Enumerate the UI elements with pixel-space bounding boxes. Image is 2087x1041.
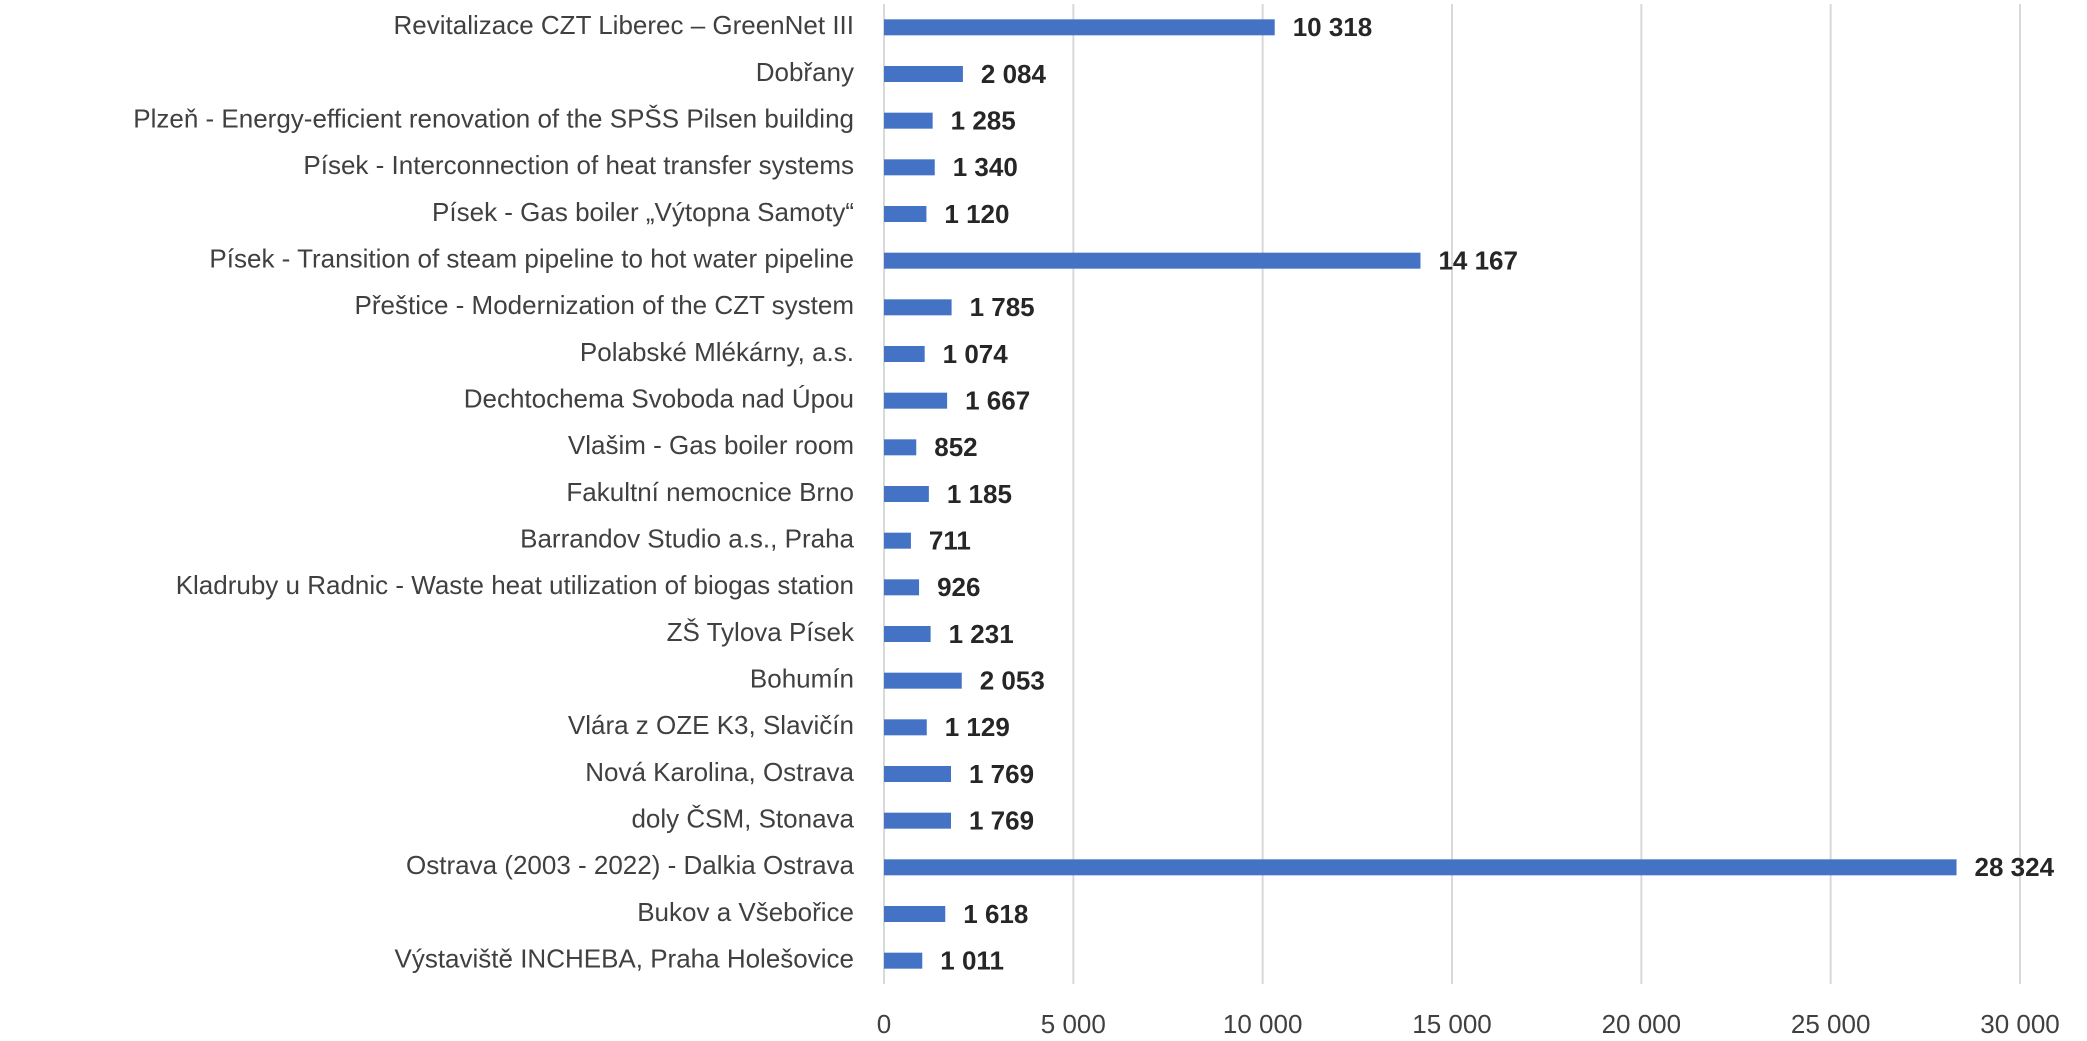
value-label: 926	[937, 572, 980, 602]
value-label: 1 285	[951, 106, 1016, 136]
y-tick-label: Písek - Gas boiler „Výtopna Samoty“	[432, 197, 854, 227]
bar	[884, 766, 951, 782]
bar	[884, 66, 963, 82]
value-label: 1 074	[943, 339, 1009, 369]
value-label: 1 785	[970, 292, 1035, 322]
bar	[884, 159, 935, 176]
y-tick-label: Plzeň - Energy-efficient renovation of t…	[133, 104, 854, 134]
bar	[884, 206, 927, 222]
bar	[884, 112, 933, 129]
bar	[884, 672, 962, 689]
y-tick-label: Písek - Transition of steam pipeline to …	[209, 244, 854, 274]
value-label: 10 318	[1293, 12, 1373, 42]
y-tick-label: doly ČSM, Stonava	[631, 804, 854, 834]
value-label: 711	[929, 526, 971, 556]
bar	[884, 626, 931, 642]
value-label: 1 120	[944, 199, 1009, 229]
bar	[884, 299, 952, 316]
y-tick-label: Dobřany	[756, 57, 854, 87]
x-tick-label: 25 000	[1791, 1009, 1871, 1039]
x-tick-label: 0	[877, 1009, 891, 1039]
value-label: 28 324	[1975, 852, 2055, 882]
y-tick-label: Vlára z OZE K3, Slavičín	[568, 710, 854, 740]
bar	[884, 812, 951, 829]
bar	[884, 486, 929, 502]
y-tick-label: Bukov a Všebořice	[637, 897, 854, 927]
x-tick-label: 10 000	[1223, 1009, 1303, 1039]
bar	[884, 952, 923, 969]
y-tick-label: Fakultní nemocnice Brno	[566, 477, 854, 507]
y-tick-label: Barrandov Studio a.s., Praha	[520, 524, 854, 554]
y-tick-label: Výstaviště INCHEBA, Praha Holešovice	[394, 944, 854, 974]
bar	[884, 719, 927, 736]
y-tick-label: Písek - Interconnection of heat transfer…	[303, 150, 854, 180]
bar	[884, 532, 911, 549]
value-label: 2 084	[981, 59, 1047, 89]
x-tick-label: 5 000	[1041, 1009, 1106, 1039]
value-label: 1 231	[949, 619, 1014, 649]
x-tick-label: 20 000	[1602, 1009, 1682, 1039]
bar	[884, 906, 946, 922]
x-tick-label: 30 000	[1980, 1009, 2060, 1039]
value-label: 2 053	[980, 666, 1045, 696]
bar	[884, 439, 917, 456]
y-tick-label: Ostrava (2003 - 2022) - Dalkia Ostrava	[406, 850, 854, 880]
y-tick-label: Přeštice - Modernization of the CZT syst…	[355, 290, 854, 320]
value-label: 1 769	[969, 759, 1034, 789]
value-label: 1 185	[947, 479, 1012, 509]
y-tick-label: Nová Karolina, Ostrava	[585, 757, 854, 787]
value-label: 1 667	[965, 386, 1030, 416]
bar	[884, 252, 1421, 269]
bar	[884, 579, 920, 596]
y-tick-label: Vlašim - Gas boiler room	[568, 430, 854, 460]
y-tick-label: Dechtochema Svoboda nad Úpou	[464, 384, 854, 414]
y-tick-label: Kladruby u Radnic - Waste heat utilizati…	[176, 570, 854, 600]
y-tick-label: Polabské Mlékárny, a.s.	[580, 337, 854, 367]
bar	[884, 859, 1957, 876]
value-label: 14 167	[1438, 246, 1518, 276]
y-tick-label: Revitalizace CZT Liberec – GreenNet III	[394, 10, 854, 40]
value-label: 1 769	[969, 806, 1034, 836]
value-label: 1 340	[953, 152, 1018, 182]
value-label: 852	[934, 432, 977, 462]
bar	[884, 346, 925, 362]
bar	[884, 19, 1275, 36]
x-tick-label: 15 000	[1412, 1009, 1492, 1039]
y-tick-label: ZŠ Tylova Písek	[667, 617, 855, 647]
y-tick-label: Bohumín	[750, 664, 854, 694]
value-label: 1 129	[945, 712, 1010, 742]
bar	[884, 392, 948, 409]
value-label: 1 618	[963, 899, 1028, 929]
value-label: 1 011	[940, 946, 1004, 976]
